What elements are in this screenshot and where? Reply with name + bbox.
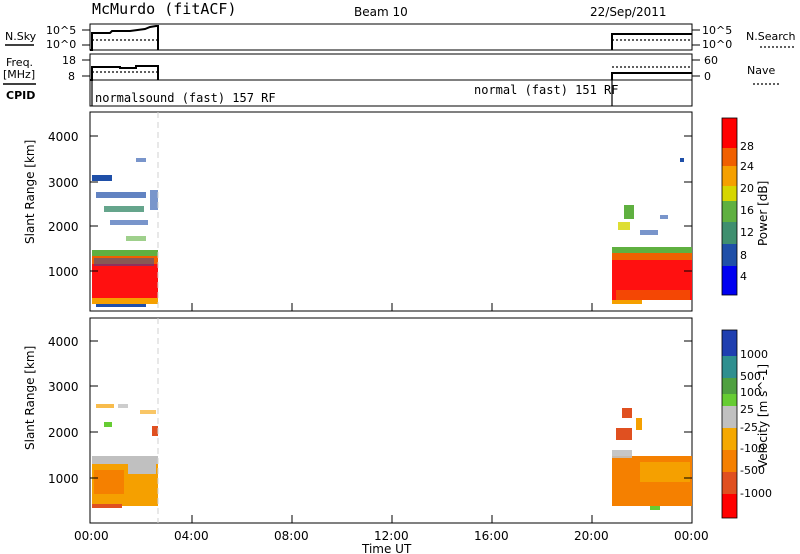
velocity-colorbar-seg-0 (722, 330, 737, 356)
power-yticks: 4000 3000 2000 1000 (48, 130, 692, 279)
velocity-colorbar-seg-8 (722, 494, 737, 518)
velocity-cb-tick-25: 25 (740, 403, 754, 416)
velocity-colorbar-label: Velocity [m s^-1] (756, 364, 770, 468)
velocity-cb-tick-neg1000: -1000 (740, 487, 772, 500)
nsearch-tick-low: 10^0 (702, 38, 732, 51)
velocity-cb-tick-neg100: -100 (740, 442, 765, 455)
power-ylabel: Slant Range [km] (23, 140, 37, 244)
velocity-colorbar-seg-7 (722, 472, 737, 494)
nsky-panel (82, 23, 700, 51)
nsky-label: N.Sky (5, 30, 37, 43)
cpid-right-text: normal (fast) 151 RF (474, 83, 619, 97)
date-title: 22/Sep/2011 (590, 5, 667, 19)
power-ytick-3000: 3000 (48, 176, 79, 190)
time-tick-1200: 12:00 (374, 529, 409, 543)
velocity-colorbar-seg-1 (722, 356, 737, 378)
power-panel (89, 111, 693, 312)
power-xticks (191, 303, 593, 311)
power-heatmap-left (92, 158, 158, 307)
cpid-panel (89, 79, 693, 107)
power-colorbar-seg-6 (722, 148, 737, 166)
velocity-cb-tick-100: 100 (740, 386, 761, 399)
time-tick-0800: 08:00 (274, 529, 309, 543)
time-tick-0400: 04:00 (174, 529, 209, 543)
time-tick-1600: 16:00 (474, 529, 509, 543)
power-ytick-4000: 4000 (48, 130, 79, 144)
nsky-tick-high: 10^5 (46, 24, 76, 37)
power-cb-tick-20: 20 (740, 182, 754, 195)
velocity-ytick-1000: 1000 (48, 472, 79, 486)
beam-title: Beam 10 (354, 5, 408, 19)
time-tick-2000: 20:00 (574, 529, 609, 543)
velocity-cb-tick-1000: 1000 (740, 348, 768, 361)
velocity-ytick-3000: 3000 (48, 380, 79, 394)
power-colorbar-seg-2 (722, 222, 737, 244)
velocity-ytick-2000: 2000 (48, 426, 79, 440)
nsky-trace-left (90, 25, 159, 51)
power-colorbar: 28 24 20 16 12 8 4 Power [dB] (721, 117, 770, 296)
velocity-colorbar-seg-4 (722, 406, 737, 428)
nsky-trace-right (611, 33, 692, 50)
power-heatmap-right (612, 158, 692, 304)
velocity-xticks (191, 515, 593, 523)
time-axis: 00:00 04:00 08:00 12:00 16:00 20:00 00:0… (74, 529, 709, 554)
power-colorbar-seg-7 (722, 118, 737, 148)
velocity-cb-tick-500: 500 (740, 370, 761, 383)
cpid-label: CPID (6, 89, 35, 102)
nave-label: Nave (747, 64, 775, 77)
nave-tick-high: 60 (704, 54, 718, 67)
power-cb-tick-24: 24 (740, 160, 754, 173)
freq-tick-high: 18 (62, 54, 76, 67)
velocity-panel (89, 317, 693, 524)
power-colorbar-label: Power [dB] (756, 181, 770, 246)
velocity-cb-tick-neg25: -25 (740, 421, 758, 434)
time-axis-label: Time UT (361, 542, 412, 554)
power-cb-tick-28: 28 (740, 140, 754, 153)
velocity-cb-tick-neg500: -500 (740, 464, 765, 477)
velocity-ytick-4000: 4000 (48, 335, 79, 349)
time-tick-0000: 00:00 (74, 529, 109, 543)
power-colorbar-seg-3 (722, 201, 737, 222)
power-cb-tick-12: 12 (740, 226, 754, 239)
velocity-colorbar-seg-2 (722, 378, 737, 394)
velocity-colorbar: 1000 500 100 25 -25 -100 -500 -1000 Velo… (721, 329, 772, 519)
velocity-plot-frame (89, 317, 693, 524)
nsearch-label: N.Search (746, 30, 796, 43)
velocity-ylabel: Slant Range [km] (23, 346, 37, 450)
velocity-heatmap-left (92, 404, 158, 508)
freq-label-line1: Freq. (6, 56, 33, 69)
power-colorbar-seg-0 (722, 266, 737, 295)
power-cb-tick-16: 16 (740, 204, 754, 217)
power-cb-tick-8: 8 (740, 249, 747, 262)
nave-tick-low: 0 (704, 70, 711, 83)
freq-trace-right (611, 72, 692, 80)
power-plot-frame (89, 111, 693, 312)
velocity-yticks: 4000 3000 2000 1000 (48, 335, 692, 486)
velocity-colorbar-seg-5 (722, 428, 737, 450)
cpid-left-text: normalsound (fast) 157 RF (95, 91, 276, 105)
station-title: McMurdo (fitACF) (92, 0, 237, 18)
power-ytick-2000: 2000 (48, 220, 79, 234)
freq-panel (82, 53, 700, 81)
freq-tick-low: 8 (68, 70, 75, 83)
power-cb-tick-4: 4 (740, 270, 747, 283)
power-colorbar-seg-1 (722, 244, 737, 266)
power-colorbar-seg-4 (722, 186, 737, 201)
velocity-colorbar-seg-3 (722, 394, 737, 406)
nsky-tick-low: 10^0 (46, 38, 76, 51)
velocity-colorbar-seg-6 (722, 450, 737, 472)
power-ytick-1000: 1000 (48, 265, 79, 279)
time-tick-2400: 00:00 (674, 529, 709, 543)
freq-trace-left (90, 65, 159, 81)
velocity-heatmap-right (612, 408, 692, 510)
nsearch-tick-high: 10^5 (702, 24, 732, 37)
freq-label-line2: [MHz] (3, 68, 35, 81)
power-colorbar-seg-5 (722, 166, 737, 186)
